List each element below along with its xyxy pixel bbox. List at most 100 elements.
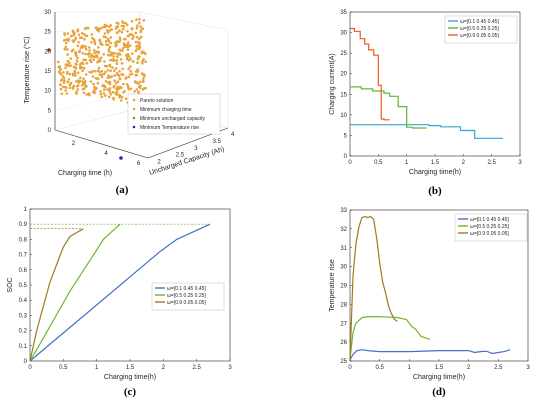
pareto-point [141,62,144,65]
pareto-point [59,72,63,76]
legend-entry: ω=[0.5 0.25 0.25] [167,293,206,299]
pareto-point [76,56,79,60]
pareto-point [110,52,114,55]
pareto-point [121,27,125,31]
pareto-point [119,94,122,98]
pareto-point [93,40,97,43]
pareto-point [142,51,146,54]
z-tick-label: 10 [44,89,51,95]
pareto-point [135,27,139,30]
pareto-point [76,84,80,87]
y-tick-label: 0.3 [19,313,28,319]
panel-a-label: (a) [116,184,129,196]
y-tick-label: 35 [340,10,347,16]
legend-entry: ω=[0.5 0.25 0.25] [460,26,499,32]
pareto-point [98,27,101,31]
pareto-point [115,71,119,75]
pareto-point [68,72,72,76]
pareto-point [139,25,142,28]
pareto-point [114,92,118,95]
pareto-point [126,83,129,86]
pareto-point [130,72,134,76]
pareto-point [118,70,121,73]
pareto-point [138,42,141,45]
legend-entry: ω=[0.9 0.05 0.05] [470,231,509,237]
pareto-point [133,90,136,93]
pareto-point [134,70,138,73]
series-line [29,223,211,362]
pareto-point [95,26,99,30]
pareto-point [132,35,135,38]
pareto-point [120,62,124,65]
pareto-point [114,67,118,70]
y-tick-label: 28 [340,302,347,308]
panel-label: (b) [428,185,442,197]
pareto-point [116,80,120,83]
pareto-point [109,92,113,96]
pareto-point [126,55,129,58]
pareto-point [122,42,126,45]
pareto-point [140,51,144,55]
pareto-point [118,29,121,32]
z-tick-label: 25 [44,30,51,36]
y-tick-label: 5 [344,133,348,139]
pareto-point [106,31,110,34]
pareto-point [92,38,96,41]
pareto-point [113,79,117,83]
series-line [349,349,511,361]
pareto-point [114,42,118,46]
pareto-point [80,31,84,35]
y-axis-label: Charging current(A) [329,53,336,114]
pareto-point [115,25,118,28]
pareto-point [85,34,89,38]
pareto-point [116,55,119,59]
pareto-point [139,86,142,89]
x-tick-label: 0 [28,365,32,371]
pareto-point [98,38,102,42]
pareto-point [82,87,86,90]
pareto-point [129,87,133,91]
legend-min-charging-time: Minimum charging time [140,107,192,113]
pareto-point [101,84,104,88]
pareto-point [66,32,70,35]
series-line [29,228,84,362]
pareto-point [97,29,101,33]
pareto-point [119,38,122,41]
pareto-point [104,80,108,83]
pareto-point [81,52,84,55]
x-tick-label: 2.5 [494,365,503,371]
pareto-point [75,90,78,94]
x-tick-label: 0 [348,160,352,166]
pareto-point [81,69,84,73]
pareto-point [135,18,138,22]
y-tick-label: 2 [157,160,161,166]
pareto-point [97,60,100,63]
pareto-point [83,38,86,41]
pareto-point [79,79,82,83]
y-tick-label: 0 [344,154,348,160]
pareto-point [131,60,135,63]
x-tick-label: 6 [137,161,141,167]
pareto-point [141,59,144,63]
pareto-point [116,53,120,56]
pareto-point [87,92,91,95]
pareto-point [66,64,70,68]
pareto-point [68,61,71,64]
pareto-point [126,30,129,33]
panel-a-y-ticks: 2 2.5 3 3.5 4 [157,132,235,166]
x-tick-label: 0.5 [374,160,383,166]
pareto-point [139,80,142,84]
pareto-point [80,61,84,65]
pareto-point [99,41,103,44]
x-tick-label: 2.5 [487,160,496,166]
pareto-point [89,80,93,83]
pareto-point [92,58,96,61]
pareto-point [120,24,124,28]
pareto-point [72,40,75,43]
y-tick-label: 26 [340,340,347,346]
pareto-point [109,24,112,27]
pareto-point [60,92,64,96]
z-tick-label: 20 [44,49,51,55]
pareto-point [72,65,76,69]
pareto-point [142,19,146,22]
